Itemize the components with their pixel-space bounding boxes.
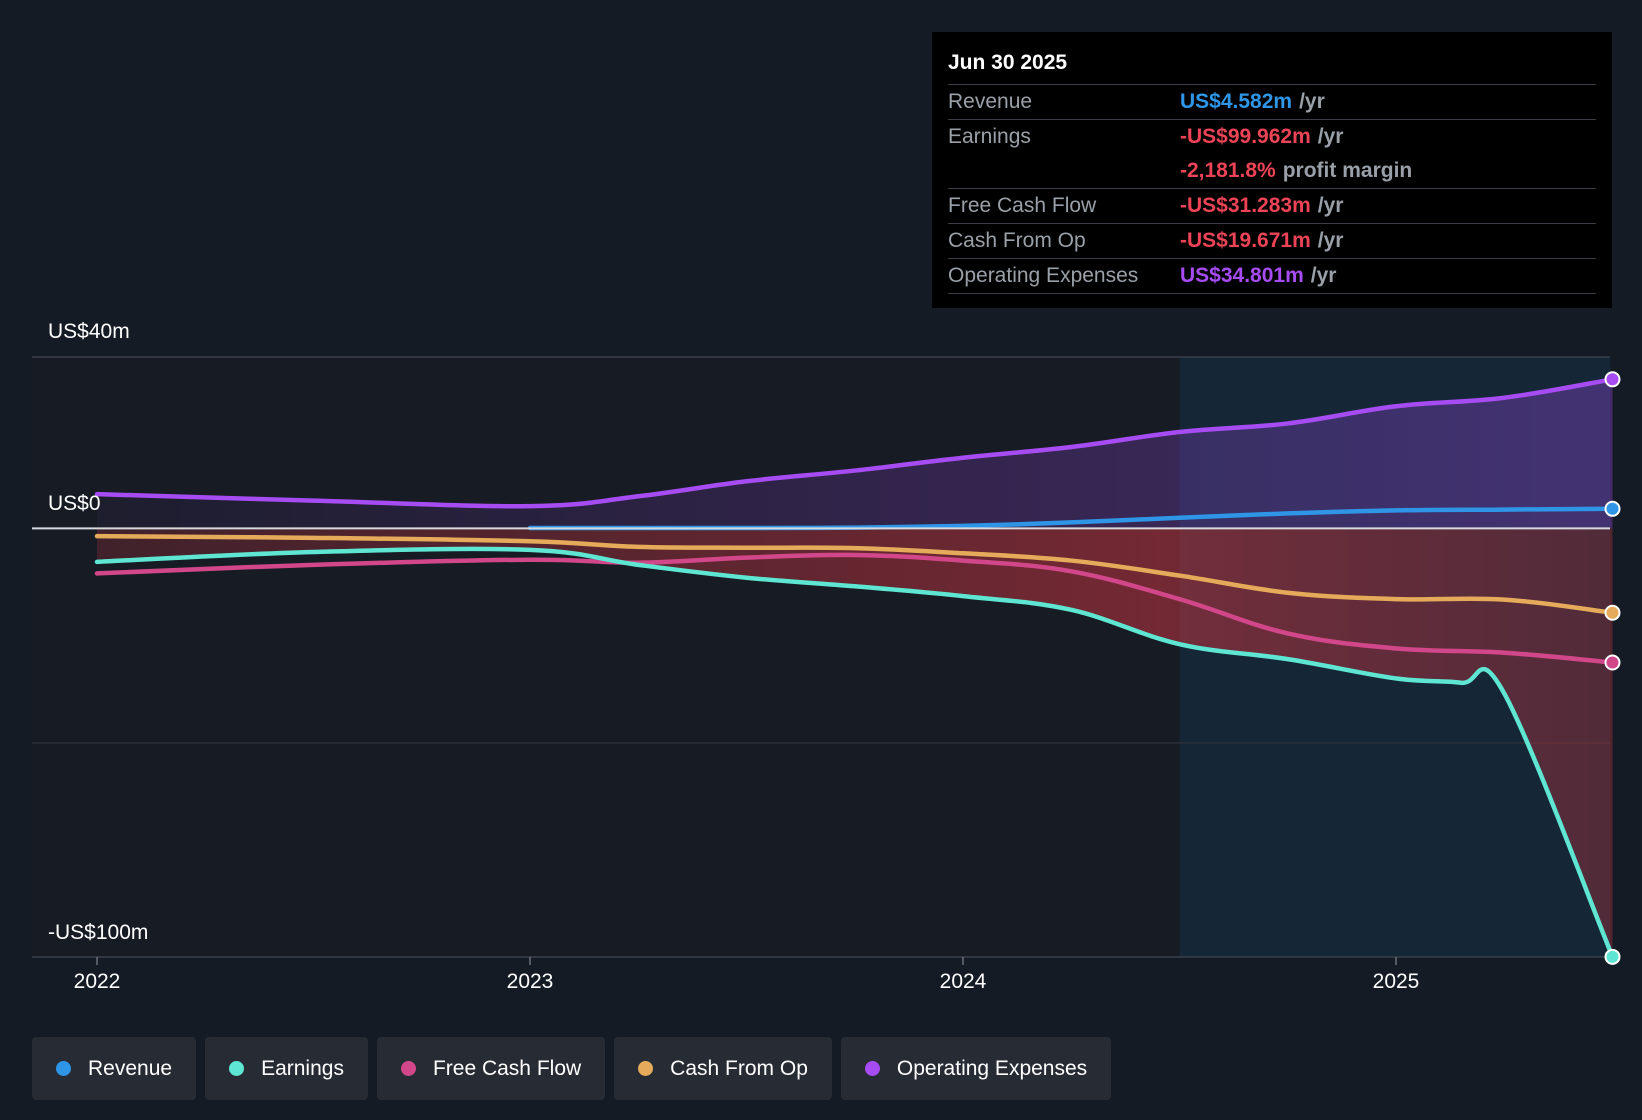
- tooltip-row-fcf: Free Cash Flow -US$31.283m /yr: [948, 188, 1596, 223]
- tooltip-unit-earnings: /yr: [1317, 125, 1344, 148]
- legend-dot-free-cash-flow: [400, 1061, 416, 1076]
- tooltip-value-earnings: -US$99.962m: [1180, 125, 1311, 148]
- series-line-cash-from-op: [94, 533, 1615, 615]
- endpoint-revenue: [1604, 500, 1621, 517]
- tooltip-date: Jun 30 2025: [948, 51, 1068, 74]
- legend: Revenue Earnings Free Cash Flow Cash Fro…: [32, 1037, 1112, 1100]
- tooltip-unit-revenue: /yr: [1299, 90, 1325, 113]
- legend-dot-cash-from-op: [638, 1061, 654, 1076]
- tooltip-value-fcf: -US$31.283m: [1180, 194, 1311, 217]
- legend-label-operating-expenses: Operating Expenses: [896, 1056, 1088, 1080]
- x-tick-2025: 2025: [1372, 970, 1420, 993]
- negative-area: [97, 528, 1613, 957]
- tooltip-label-cfo: Cash From Op: [948, 229, 1086, 252]
- tooltip-unit-fcf: /yr: [1317, 194, 1344, 217]
- x-tick-2022: 2022: [73, 970, 121, 993]
- opex-area: [97, 379, 1613, 529]
- endpoint-earnings: [1604, 948, 1621, 965]
- y-label-bottom: -US$100m: [48, 921, 149, 944]
- endpoint-operating-expenses: [1604, 371, 1621, 388]
- legend-item-earnings[interactable]: Earnings: [205, 1037, 368, 1100]
- x-tick-2024: 2024: [939, 970, 987, 993]
- legend-dot-operating-expenses: [864, 1061, 880, 1076]
- tooltip-label-revenue: Revenue: [948, 90, 1033, 113]
- tooltip-row-margin: -2,181.8% profit margin: [948, 154, 1596, 188]
- tooltip-unit-margin: profit margin: [1282, 159, 1413, 182]
- legend-label-free-cash-flow: Free Cash Flow: [432, 1056, 582, 1080]
- endpoint-cash-from-op: [1604, 604, 1621, 621]
- tooltip-label-opex: Operating Expenses: [948, 264, 1139, 287]
- legend-item-revenue[interactable]: Revenue: [32, 1037, 197, 1100]
- tooltip-unit-cfo: /yr: [1317, 229, 1344, 252]
- tooltip-row-opex: Operating Expenses US$34.801m /yr: [948, 258, 1596, 294]
- tooltip-unit-opex: /yr: [1310, 264, 1337, 287]
- tooltip-row-earnings: Earnings -US$99.962m /yr: [948, 119, 1596, 154]
- y-label-zero: US$0: [48, 492, 101, 515]
- endpoint-markers: [1604, 371, 1621, 965]
- legend-item-operating-expenses[interactable]: Operating Expenses: [840, 1037, 1112, 1100]
- legend-label-revenue: Revenue: [88, 1056, 173, 1080]
- x-tick-2023: 2023: [506, 970, 554, 993]
- tooltip-row-revenue: Revenue US$4.582m /yr: [948, 84, 1596, 119]
- legend-item-cash-from-op[interactable]: Cash From Op: [614, 1037, 832, 1100]
- series-line-free-cash-flow: [94, 552, 1615, 665]
- tooltip-row-cfo: Cash From Op -US$19.671m /yr: [948, 223, 1596, 258]
- y-label-top: US$40m: [48, 320, 130, 343]
- series-line-operating-expenses: [94, 377, 1615, 509]
- tooltip-value-cfo: -US$19.671m: [1180, 229, 1311, 252]
- x-tick-marks: [96, 957, 1397, 965]
- tooltip-label-fcf: Free Cash Flow: [948, 194, 1097, 217]
- series-layer: [94, 377, 1615, 960]
- tooltip-label-earnings: Earnings: [948, 125, 1031, 148]
- tooltip-value-revenue: US$4.582m: [1180, 90, 1293, 113]
- tooltip-value-margin: -2,181.8%: [1180, 159, 1276, 182]
- legend-label-earnings: Earnings: [261, 1056, 344, 1080]
- legend-dot-earnings: [229, 1061, 245, 1076]
- legend-label-cash-from-op: Cash From Op: [670, 1056, 808, 1080]
- endpoint-free-cash-flow: [1604, 654, 1621, 671]
- tooltip-value-opex: US$34.801m: [1180, 264, 1304, 287]
- legend-dot-revenue: [56, 1061, 71, 1076]
- data-tooltip: Jun 30 2025 Revenue US$4.582m /yr Earnin…: [932, 32, 1612, 308]
- series-line-earnings: [94, 546, 1615, 960]
- legend-item-free-cash-flow[interactable]: Free Cash Flow: [376, 1037, 606, 1100]
